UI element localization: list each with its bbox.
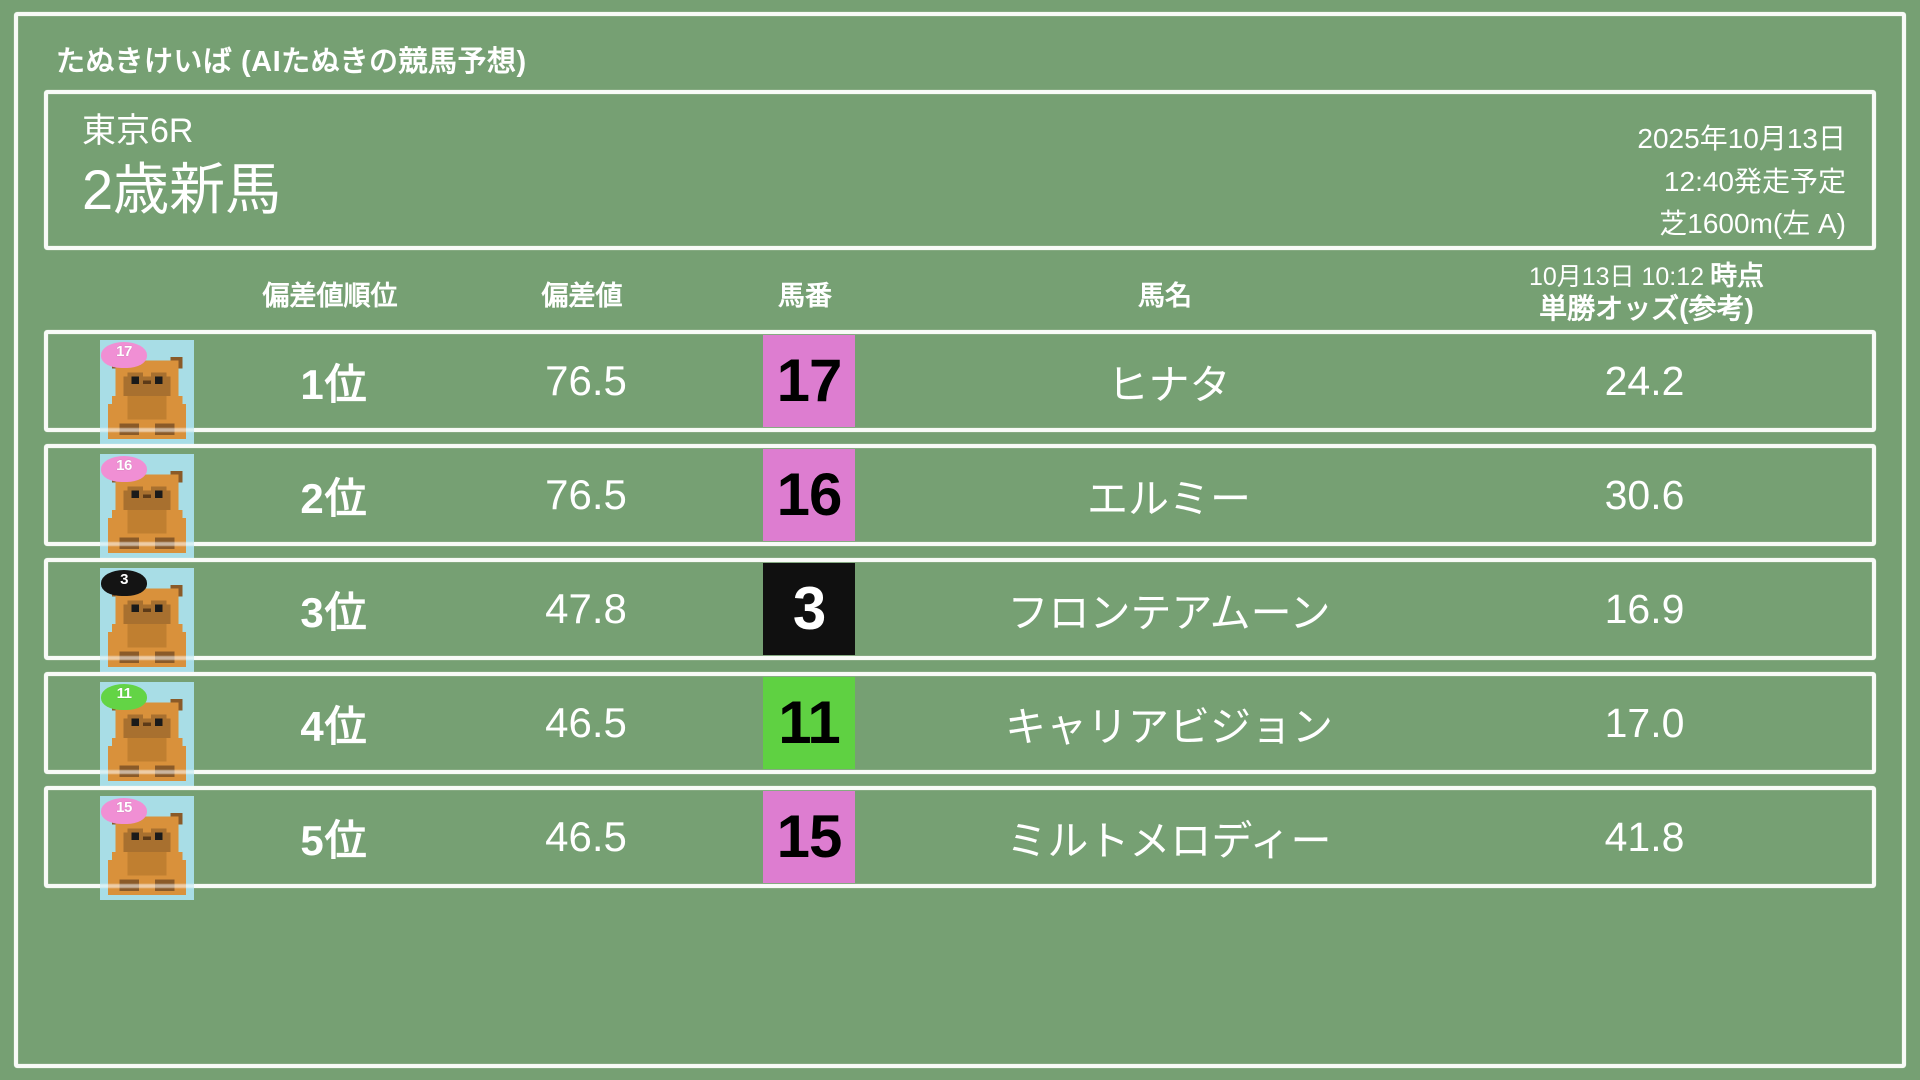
header-rank: 偏差値順位 (262, 280, 398, 311)
tanuki-cap-icon (101, 684, 147, 710)
table-row-3[interactable]: 3 3位 47.8 3 フロンテアムーン 16.9 (44, 558, 1876, 672)
tanuki-avatar-cell: 16 (48, 448, 200, 558)
odds-value: 30.6 (1604, 471, 1685, 518)
race-header-right: 2025年10月13日 12:40発走予定 芝1600m(左 A) (1637, 106, 1846, 246)
score-value: 76.5 (545, 357, 627, 404)
score-value: 46.5 (545, 813, 627, 860)
odds-value: 16.9 (1604, 585, 1685, 632)
tanuki-cap-number: 11 (116, 685, 132, 702)
tanuki-pixel-art (100, 341, 194, 443)
rank-value: 5位 (300, 816, 368, 864)
gate-number-cell: 3 (704, 563, 914, 655)
header-odds-asof: 時点 (1710, 260, 1765, 291)
prediction-table: 偏差値順位 偏差値 馬番 馬名 10月13日 10:12 時点 単勝オッズ(参考) (44, 256, 1876, 900)
horse-name: エルミー (1087, 476, 1251, 522)
gate-number-cell: 16 (704, 449, 914, 541)
tanuki-cap-icon (101, 456, 147, 482)
header-odds-timestamp: 10月13日 10:12 時点 (1421, 261, 1872, 293)
header-odds-label: 単勝オッズ(参考) (1539, 293, 1754, 325)
tanuki-avatar-cell: 17 (48, 334, 200, 444)
tanuki-cap-number: 16 (116, 457, 132, 474)
gate-number-cell: 17 (704, 335, 914, 427)
gate-number-badge: 15 (763, 791, 855, 883)
race-header-left: 東京6R 2歳新馬 (82, 106, 281, 220)
tanuki-avatar-icon (100, 454, 194, 558)
race-venue: 東京6R (82, 112, 194, 150)
tanuki-cap-number: 15 (116, 799, 132, 816)
tanuki-avatar-cell: 3 (48, 562, 200, 672)
odds-value: 41.8 (1604, 813, 1685, 860)
rank-value: 3位 (300, 588, 368, 636)
table-row-1[interactable]: 17 1位 76.5 17 ヒナタ 24.2 (44, 330, 1876, 444)
odds-value: 17.0 (1604, 699, 1685, 746)
race-header: 東京6R 2歳新馬 2025年10月13日 12:40発走予定 芝1600m(左… (44, 90, 1876, 250)
horse-name: ヒナタ (1107, 362, 1231, 408)
header-horse-name: 馬名 (1138, 280, 1192, 311)
header-score: 偏差値 (541, 280, 623, 311)
tanuki-avatar-icon (100, 340, 194, 444)
tanuki-cap-icon (101, 798, 147, 824)
gate-number-badge: 3 (763, 563, 855, 655)
horse-name: キャリアビジョン (1005, 704, 1333, 750)
table-body: 17 1位 76.5 17 ヒナタ 24.2 (44, 330, 1876, 900)
race-date: 2025年10月13日 (1637, 123, 1846, 154)
race-course: 芝1600m(左 A) (1659, 208, 1846, 240)
tanuki-cap-number: 17 (116, 343, 132, 360)
race-post-time: 12:40発走予定 (1663, 165, 1846, 197)
rank-value: 1位 (300, 360, 368, 408)
rank-value: 4位 (300, 702, 368, 750)
header-gate: 馬番 (778, 280, 832, 311)
header-odds: 10月13日 10:12 時点 単勝オッズ(参考) (1421, 261, 1876, 326)
tanuki-cap-number: 3 (120, 571, 128, 588)
rank-value: 2位 (300, 474, 368, 522)
score-value: 46.5 (545, 699, 627, 746)
gate-number-cell: 11 (704, 677, 914, 769)
score-value: 76.5 (545, 471, 627, 518)
table-row-2[interactable]: 16 2位 76.5 16 エルミー 30.6 (44, 444, 1876, 558)
app-title: たぬきけいば (AIたぬきの競馬予想) (56, 46, 527, 78)
tanuki-cap-icon (101, 570, 147, 596)
odds-value: 24.2 (1604, 357, 1685, 404)
table-header-row: 偏差値順位 偏差値 馬番 馬名 10月13日 10:12 時点 単勝オッズ(参考) (44, 256, 1876, 330)
gate-number-cell: 15 (704, 791, 914, 883)
tanuki-avatar-cell: 11 (48, 676, 200, 786)
table-row-5[interactable]: 15 5位 46.5 15 ミルトメロディー 41.8 (44, 786, 1876, 900)
gate-number-badge: 16 (763, 449, 855, 541)
gate-number-badge: 11 (763, 677, 855, 769)
tanuki-pixel-art (100, 455, 194, 557)
tanuki-avatar-cell: 15 (48, 790, 200, 900)
header-odds-time: 10月13日 10:12 (1528, 262, 1705, 291)
table-row-4[interactable]: 11 4位 46.5 11 キャリアビジョン 17.0 (44, 672, 1876, 786)
gate-number-badge: 17 (763, 335, 855, 427)
page-frame: たぬきけいば (AIたぬきの競馬予想) 東京6R 2歳新馬 2025年10月13… (14, 12, 1906, 1068)
horse-name: ミルトメロディー (1006, 818, 1332, 864)
tanuki-cap-icon (101, 342, 147, 368)
race-name: 2歳新馬 (82, 157, 282, 221)
horse-name: フロンテアムーン (1007, 590, 1331, 636)
score-value: 47.8 (545, 585, 627, 632)
